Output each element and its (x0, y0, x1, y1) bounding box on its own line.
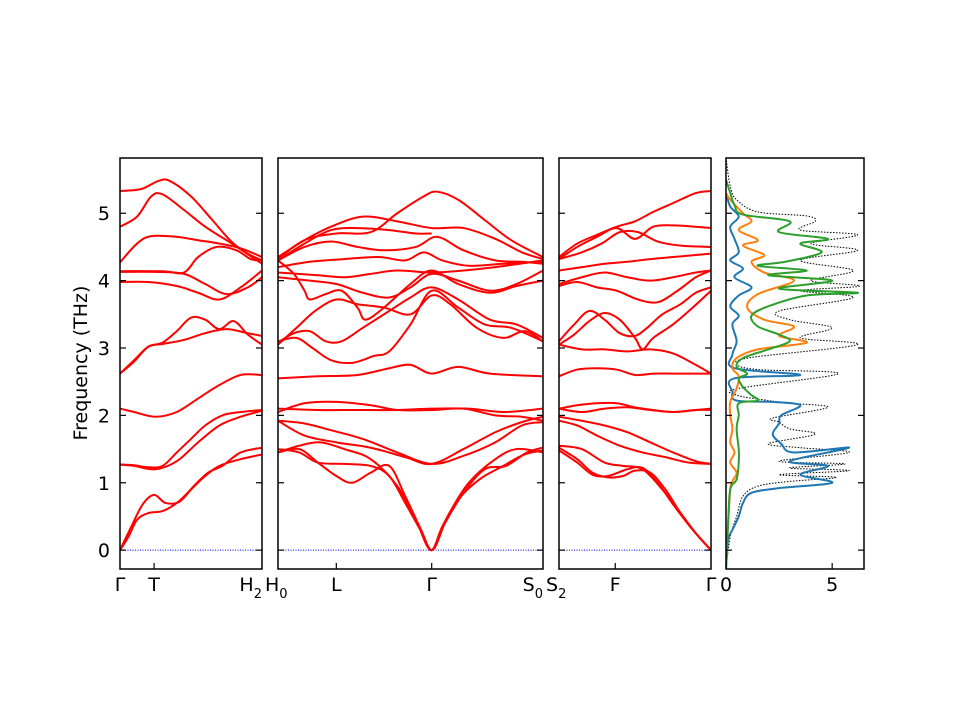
q-point-subscript: 0 (535, 587, 543, 602)
q-point-subscript: 2 (254, 587, 262, 602)
y-tick-label: 4 (98, 271, 110, 293)
y-tick-label: 5 (98, 203, 110, 225)
band-curve (278, 294, 543, 346)
band-panel-2: H0 L Γ S0 (265, 157, 544, 602)
band-curve (278, 363, 543, 380)
panel-frame (119, 157, 263, 570)
dos-curve (726, 192, 808, 569)
band-curves (278, 190, 543, 552)
band-curve (559, 269, 711, 285)
y-tick-label: 0 (98, 540, 110, 562)
band-curve (278, 215, 543, 261)
y-tick-label: 2 (98, 405, 110, 427)
band-curve (120, 245, 262, 275)
band-curve (120, 315, 262, 375)
band-curve (278, 289, 543, 365)
band-curve (559, 289, 711, 351)
band-curve (278, 400, 543, 422)
band-curve (278, 190, 543, 260)
band-curve (120, 446, 262, 551)
band-curve (278, 415, 543, 466)
q-point-label: T (147, 574, 160, 596)
band-curve (278, 259, 543, 321)
band-curve (120, 373, 262, 418)
band-curve (559, 224, 711, 260)
q-point-label: F (610, 574, 621, 596)
dos-frame (725, 157, 865, 570)
dos-curve (726, 158, 861, 569)
q-point-label: L (331, 574, 342, 596)
band-curve (559, 229, 711, 261)
band-curve (278, 259, 543, 279)
band-curve (278, 269, 543, 299)
band-curve (559, 190, 711, 258)
dos-curve (726, 179, 859, 569)
band-curves (120, 178, 262, 551)
q-point-label: Γ (426, 574, 437, 596)
dos-curves (726, 158, 861, 569)
band-curve (120, 409, 262, 471)
q-point-subscript: 0 (279, 587, 287, 602)
band-curve (559, 367, 711, 378)
band-curve (559, 343, 711, 375)
band-curve (559, 252, 711, 272)
band-curve (278, 235, 543, 265)
band-curve (559, 419, 711, 465)
band-curve (278, 227, 432, 262)
y-axis-label: Frequency (THz) (70, 286, 92, 441)
dos-x-tick-label: 0 (720, 574, 732, 596)
q-point-label: Γ (706, 574, 717, 596)
band-curves (559, 190, 711, 551)
band-curve (120, 178, 262, 265)
band-curve (559, 444, 711, 551)
y-tick-label: 3 (98, 338, 110, 360)
band-curve (559, 269, 711, 304)
band-curve (278, 441, 543, 552)
panel-frame (277, 157, 544, 570)
band-curve (559, 286, 711, 342)
band-curve (559, 401, 711, 414)
band-curve (278, 251, 543, 269)
q-point-subscript: 2 (558, 587, 566, 602)
band-curve (120, 408, 262, 469)
y-tick-label: 1 (98, 473, 110, 495)
band-curve (559, 415, 711, 465)
band-curve (120, 269, 262, 301)
dos-x-tick-label: 5 (826, 574, 838, 596)
band-curve (278, 407, 543, 414)
panel-frame (558, 157, 712, 570)
q-point-label: Γ (115, 574, 126, 596)
band-panel-3: S2 F Γ (546, 157, 717, 602)
band-curve (278, 286, 543, 344)
